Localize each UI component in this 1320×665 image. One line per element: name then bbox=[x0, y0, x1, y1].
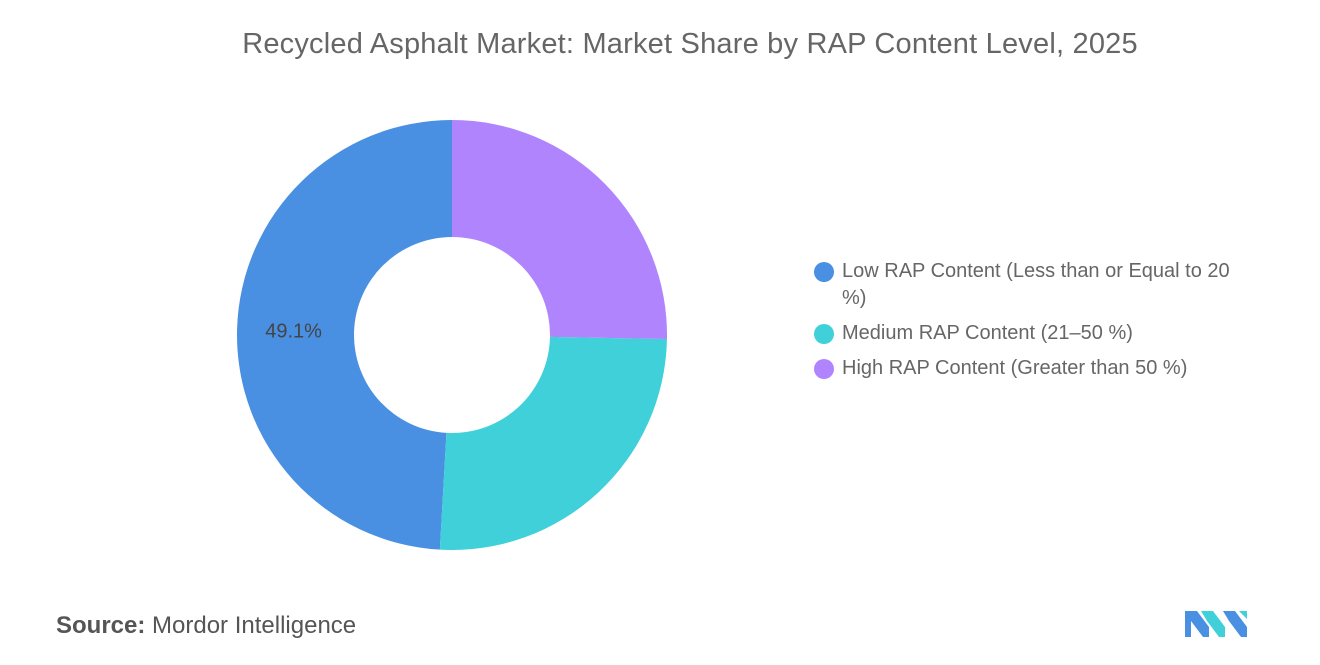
legend-label: High RAP Content (Greater than 50 %) bbox=[842, 357, 1188, 379]
donut-slice bbox=[237, 120, 452, 550]
legend-item: Medium RAP Content (21–50 %) bbox=[814, 320, 1254, 347]
donut-data-labels: 49.1% bbox=[265, 321, 322, 343]
legend-label: Medium RAP Content (21–50 %) bbox=[842, 322, 1133, 344]
donut-slice bbox=[452, 120, 667, 340]
source-text: Mordor Intelligence bbox=[152, 612, 357, 639]
legend-swatch bbox=[814, 359, 834, 379]
legend-label: Low RAP Content (Less than or Equal to 2… bbox=[842, 260, 1230, 309]
donut-slices bbox=[237, 120, 667, 550]
chart-title: Recycled Asphalt Market: Market Share by… bbox=[242, 28, 1138, 60]
source-note: Source: Mordor Intelligence bbox=[56, 612, 356, 640]
donut-slice bbox=[439, 336, 667, 550]
chart-legend: Low RAP Content (Less than or Equal to 2… bbox=[814, 258, 1254, 390]
legend-item: High RAP Content (Greater than 50 %) bbox=[814, 355, 1254, 382]
legend-swatch bbox=[814, 324, 834, 344]
legend-item: Low RAP Content (Less than or Equal to 2… bbox=[814, 258, 1254, 312]
slice-data-label: 49.1% bbox=[265, 321, 322, 343]
mordor-intelligence-logo-icon bbox=[1185, 611, 1247, 637]
legend-swatch bbox=[814, 262, 834, 282]
source-label: Source: bbox=[56, 612, 146, 639]
